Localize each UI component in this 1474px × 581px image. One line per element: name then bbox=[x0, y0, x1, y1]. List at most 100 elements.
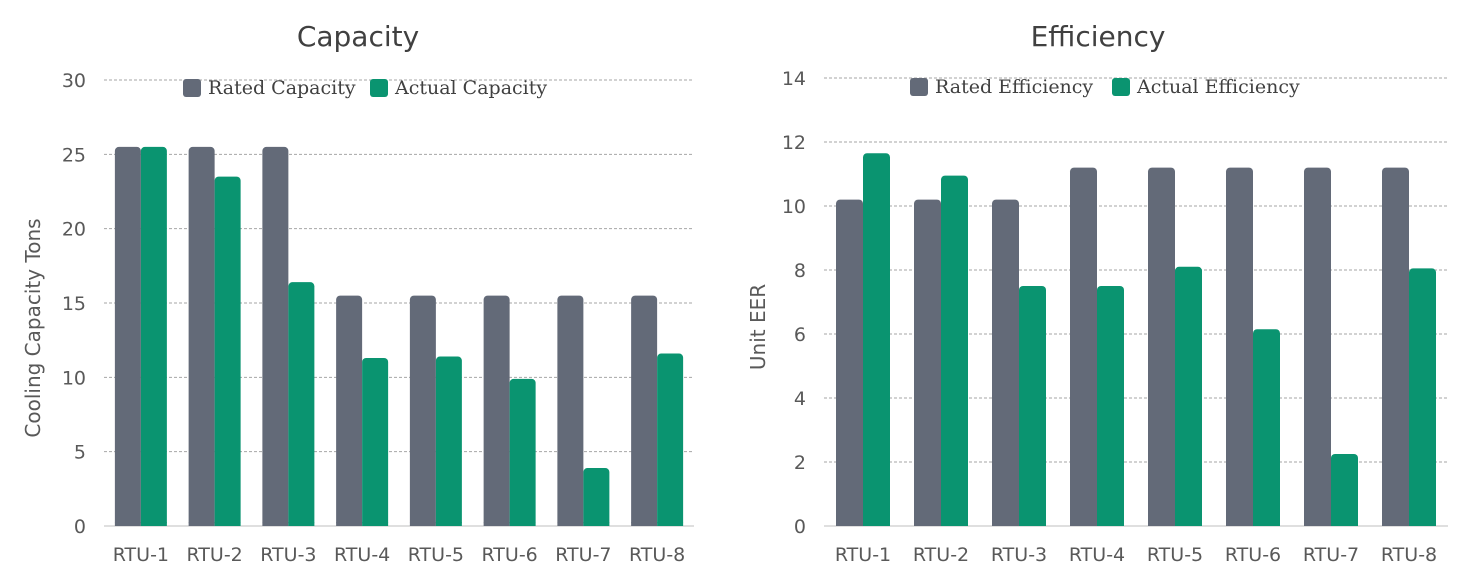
x-tick-label: RTU-1 bbox=[113, 544, 169, 566]
bar-rated bbox=[336, 295, 363, 526]
bar-actual bbox=[509, 378, 536, 526]
bar-rated bbox=[1070, 167, 1097, 526]
x-tick-label: RTU-6 bbox=[481, 544, 537, 566]
bar-rated bbox=[114, 146, 141, 526]
bar-rated-base bbox=[1226, 522, 1253, 526]
x-tick-label: RTU-3 bbox=[260, 544, 316, 566]
legend-label: Actual Efficiency bbox=[1136, 76, 1300, 98]
bar-rated bbox=[836, 199, 863, 526]
y-tick-label: 25 bbox=[62, 144, 86, 166]
y-tick-label: 10 bbox=[782, 196, 806, 218]
legend-swatch bbox=[910, 78, 928, 96]
bar-actual bbox=[214, 176, 241, 526]
x-tick-label: RTU-7 bbox=[555, 544, 611, 566]
bar-actual-base bbox=[509, 522, 536, 526]
bar-rated bbox=[1382, 167, 1409, 526]
y-tick-label: 5 bbox=[74, 442, 86, 464]
bar-rated bbox=[1148, 167, 1175, 526]
y-tick-label: 8 bbox=[794, 260, 806, 282]
y-tick-label: 4 bbox=[794, 388, 806, 410]
bar-actual-base bbox=[583, 522, 610, 526]
x-tick-label: RTU-5 bbox=[408, 544, 464, 566]
bar-actual bbox=[1019, 286, 1046, 526]
y-axis-label: Cooling Capacity Tons bbox=[21, 218, 45, 437]
bar-actual bbox=[1409, 268, 1436, 526]
bar-actual bbox=[140, 146, 167, 526]
x-tick-label: RTU-5 bbox=[1147, 544, 1203, 566]
chart-title: Efficiency bbox=[1031, 20, 1166, 53]
bar-actual-base bbox=[140, 522, 167, 526]
legend-label: Actual Capacity bbox=[394, 77, 547, 99]
y-tick-label: 12 bbox=[782, 132, 806, 154]
bar-rated-base bbox=[1382, 522, 1409, 526]
bar-rated bbox=[262, 146, 289, 526]
efficiency-chart: Efficiency 0 2 4 6 8 10 12 14 Unit EER RTU-1 RTU-2 R… bbox=[730, 0, 1474, 581]
bar-actual bbox=[288, 282, 315, 526]
y-tick-label: 14 bbox=[782, 68, 806, 90]
x-tick-label: RTU-6 bbox=[1225, 544, 1281, 566]
y-tick-label: 20 bbox=[62, 219, 86, 241]
legend-label: Rated Capacity bbox=[208, 77, 356, 99]
bar-actual bbox=[583, 468, 610, 526]
bar-actual-base bbox=[657, 522, 684, 526]
bar-rated bbox=[188, 146, 215, 526]
bar-rated bbox=[483, 295, 510, 526]
bar-rated bbox=[631, 295, 658, 526]
bar-rated bbox=[914, 199, 941, 526]
x-tick-label: RTU-4 bbox=[334, 544, 390, 566]
legend-label: Rated Efficiency bbox=[935, 76, 1093, 98]
bar-rated-base bbox=[483, 522, 510, 526]
y-tick-label: 0 bbox=[74, 516, 86, 538]
bar-actual-base bbox=[288, 522, 315, 526]
bar-actual-base bbox=[435, 522, 462, 526]
efficiency-chart-svg: Efficiency 0 2 4 6 8 10 12 14 Unit EER RTU-1 RTU-2 R… bbox=[746, 20, 1448, 566]
legend-swatch bbox=[1112, 78, 1130, 96]
bar-rated-base bbox=[557, 522, 584, 526]
bar-rated-base bbox=[262, 522, 289, 526]
x-tick-label: RTU-8 bbox=[629, 544, 685, 566]
bar-rated-base bbox=[836, 522, 863, 526]
bar-actual bbox=[1253, 329, 1280, 526]
x-tick-label: RTU-4 bbox=[1069, 544, 1125, 566]
chart-title: Capacity bbox=[297, 20, 419, 53]
bar-actual-base bbox=[941, 522, 968, 526]
bar-rated-base bbox=[1304, 522, 1331, 526]
x-tick-label: RTU-2 bbox=[913, 544, 969, 566]
y-tick-label: 15 bbox=[62, 293, 86, 315]
bar-actual-base bbox=[1253, 522, 1280, 526]
y-tick-label: 0 bbox=[794, 516, 806, 538]
x-tick-label: RTU-8 bbox=[1381, 544, 1437, 566]
y-tick-label: 2 bbox=[794, 452, 806, 474]
bar-rated bbox=[1304, 167, 1331, 526]
bar-rated-base bbox=[992, 522, 1019, 526]
bar-rated-base bbox=[631, 522, 658, 526]
bar-rated-base bbox=[336, 522, 363, 526]
capacity-chart: Capacity 0 5 10 15 20 25 30 Cooling Capacity Ton… bbox=[0, 0, 720, 581]
bar-rated bbox=[409, 295, 436, 526]
bar-rated-base bbox=[188, 522, 215, 526]
bar-actual bbox=[362, 358, 389, 526]
bar-actual bbox=[941, 175, 968, 526]
x-tick-label: RTU-7 bbox=[1303, 544, 1359, 566]
y-axis-label: Unit EER bbox=[746, 284, 770, 370]
bar-actual-base bbox=[1409, 522, 1436, 526]
bar-rated bbox=[1226, 167, 1253, 526]
bar-rated-base bbox=[409, 522, 436, 526]
bar-actual-base bbox=[214, 522, 241, 526]
bar-actual bbox=[657, 353, 684, 526]
legend-swatch bbox=[370, 79, 388, 97]
capacity-chart-svg: Capacity 0 5 10 15 20 25 30 Cooling Capacity Ton… bbox=[21, 20, 694, 566]
bar-actual-base bbox=[1331, 522, 1358, 526]
y-tick-label: 30 bbox=[62, 70, 86, 92]
bar-actual-base bbox=[362, 522, 389, 526]
bar-actual-base bbox=[1175, 522, 1202, 526]
y-tick-label: 10 bbox=[62, 367, 86, 389]
bar-actual bbox=[1175, 266, 1202, 526]
bar-actual-base bbox=[1097, 522, 1124, 526]
bar-actual bbox=[1331, 454, 1358, 526]
bar-rated-base bbox=[114, 522, 141, 526]
bar-actual-base bbox=[863, 522, 890, 526]
bar-rated-base bbox=[914, 522, 941, 526]
x-tick-label: RTU-1 bbox=[835, 544, 891, 566]
bar-actual bbox=[435, 356, 462, 526]
